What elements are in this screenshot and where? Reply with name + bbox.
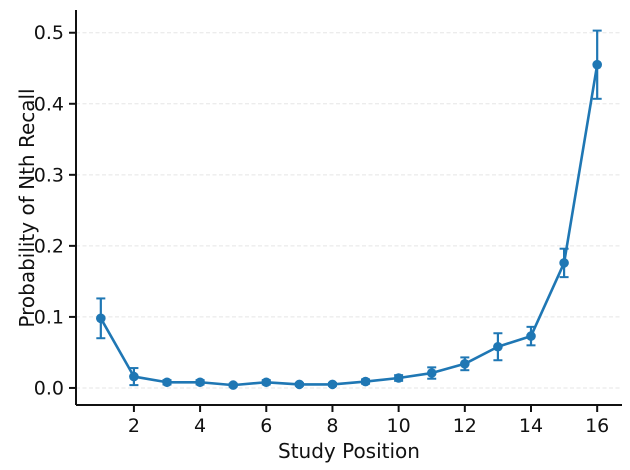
- data-point: [162, 377, 172, 388]
- data-point: [460, 358, 470, 369]
- axes-layer: [69, 10, 622, 412]
- x-tick-label: 4: [194, 415, 206, 437]
- y-tick-label: 0.1: [34, 306, 64, 328]
- x-tick-label: 8: [326, 415, 338, 437]
- x-tick-label: 2: [128, 415, 140, 437]
- data-point: [195, 377, 205, 388]
- data-line: [99, 63, 599, 387]
- data-point: [228, 380, 238, 390]
- data-point: [592, 59, 602, 70]
- data-point: [493, 341, 503, 352]
- x-tick-label: 12: [453, 415, 477, 437]
- data-point: [294, 379, 305, 390]
- data-point: [327, 379, 338, 390]
- y-tick-label: 0.2: [34, 235, 64, 257]
- grid-layer: [76, 32, 622, 389]
- x-axis-label: Study Position: [278, 439, 420, 463]
- x-tick-label: 16: [585, 415, 609, 437]
- data-layer: [96, 29, 602, 390]
- data-point: [360, 376, 371, 387]
- y-tick-label: 0.3: [34, 164, 64, 186]
- x-tick-label: 14: [519, 415, 543, 437]
- x-tick-label: 6: [260, 415, 272, 437]
- y-tick-label: 0.4: [34, 93, 64, 115]
- data-point: [526, 331, 536, 341]
- y-axis-label: Probability of Nth Recall: [15, 88, 39, 327]
- y-tick-label: 0.0: [34, 377, 64, 399]
- data-point: [559, 258, 569, 268]
- y-tick-label: 0.5: [34, 22, 64, 44]
- tick-label-layer: 0.0 0.1 0.2 0.3 0.4 0.5 2 4 6 8 10 12 14 16: [34, 22, 609, 437]
- data-point: [261, 377, 272, 388]
- data-point: [129, 371, 139, 382]
- data-point: [426, 368, 437, 378]
- data-point: [393, 373, 404, 383]
- data-point: [96, 313, 106, 324]
- x-tick-label: 10: [387, 415, 411, 437]
